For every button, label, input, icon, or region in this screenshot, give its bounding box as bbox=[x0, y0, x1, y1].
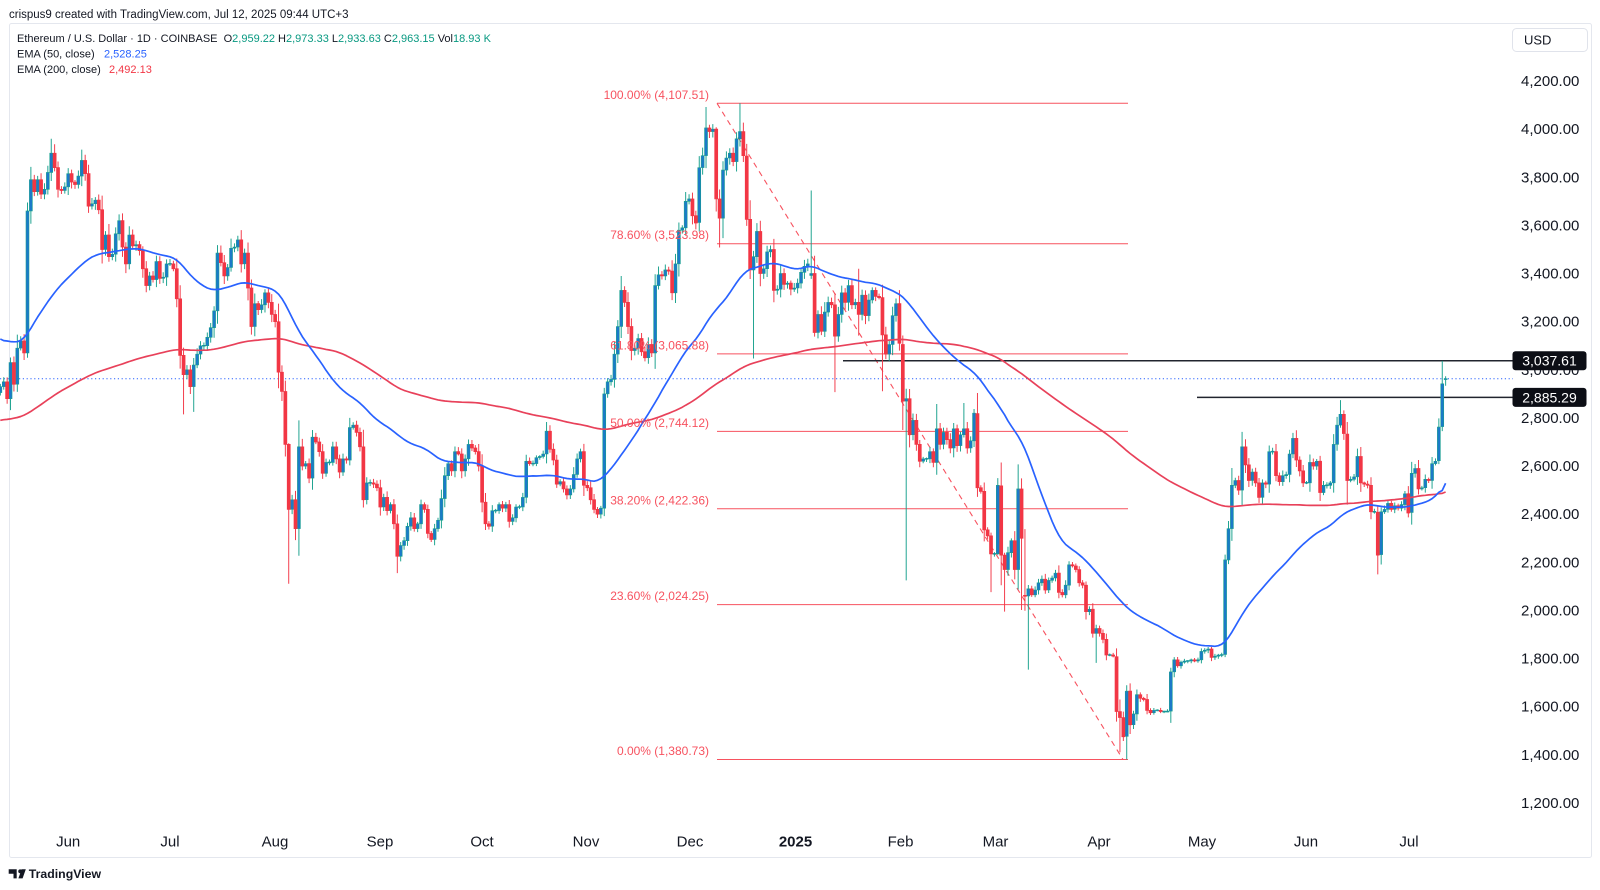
svg-text:3,600.00: 3,600.00 bbox=[1521, 217, 1579, 234]
svg-text:3,800.00: 3,800.00 bbox=[1521, 169, 1579, 186]
svg-text:USD: USD bbox=[1524, 33, 1551, 48]
svg-text:2,885.29: 2,885.29 bbox=[1522, 389, 1577, 405]
svg-text:1,600.00: 1,600.00 bbox=[1521, 699, 1579, 716]
svg-text:Nov: Nov bbox=[573, 834, 600, 851]
svg-text:1,800.00: 1,800.00 bbox=[1521, 651, 1579, 668]
svg-text:100.00% (4,107.51): 100.00% (4,107.51) bbox=[604, 88, 709, 102]
svg-text:2,200.00: 2,200.00 bbox=[1521, 554, 1579, 571]
svg-text:78.60% (3,523.98): 78.60% (3,523.98) bbox=[610, 228, 709, 242]
svg-text:Mar: Mar bbox=[983, 834, 1009, 851]
svg-text:Oct: Oct bbox=[470, 834, 494, 851]
svg-text:Jul: Jul bbox=[160, 834, 179, 851]
svg-text:May: May bbox=[1188, 834, 1217, 851]
svg-text:1,400.00: 1,400.00 bbox=[1521, 747, 1579, 764]
svg-text:crispus9 created with TradingV: crispus9 created with TradingView.com, J… bbox=[9, 9, 349, 21]
svg-text:61.80% (3,065.88): 61.80% (3,065.88) bbox=[610, 338, 709, 352]
svg-text:3,037.61: 3,037.61 bbox=[1522, 353, 1577, 369]
svg-text:Feb: Feb bbox=[888, 834, 914, 851]
svg-text:Sep: Sep bbox=[367, 834, 394, 851]
svg-text:Dec: Dec bbox=[677, 834, 704, 851]
svg-text:Aug: Aug bbox=[262, 834, 289, 851]
svg-text:2,800.00: 2,800.00 bbox=[1521, 410, 1579, 427]
svg-text:50.00% (2,744.12): 50.00% (2,744.12) bbox=[610, 416, 709, 430]
svg-text:Jul: Jul bbox=[1399, 834, 1418, 851]
svg-text:23.60% (2,024.25): 23.60% (2,024.25) bbox=[610, 589, 709, 603]
svg-text:Jun: Jun bbox=[56, 834, 80, 851]
svg-text:2,400.00: 2,400.00 bbox=[1521, 506, 1579, 523]
svg-text:3,400.00: 3,400.00 bbox=[1521, 266, 1579, 283]
svg-text:Jun: Jun bbox=[1294, 834, 1318, 851]
svg-text:Ethereum / U.S. Dollar · 1D ·: Ethereum / U.S. Dollar · 1D · COINBASE O… bbox=[17, 33, 492, 45]
svg-text:2,000.00: 2,000.00 bbox=[1521, 603, 1579, 620]
svg-text:EMA (200, close) 2,492.13: EMA (200, close) 2,492.13 bbox=[17, 64, 152, 76]
svg-text:0.00% (1,380.73): 0.00% (1,380.73) bbox=[617, 744, 709, 758]
svg-text:EMA (50, close) 2,528.25: EMA (50, close) 2,528.25 bbox=[17, 49, 147, 61]
svg-text:1,200.00: 1,200.00 bbox=[1521, 795, 1579, 812]
svg-text:Apr: Apr bbox=[1087, 834, 1110, 851]
svg-text:TradingView: TradingView bbox=[29, 867, 102, 881]
svg-text:3,200.00: 3,200.00 bbox=[1521, 314, 1579, 331]
svg-text:4,200.00: 4,200.00 bbox=[1521, 73, 1579, 90]
svg-text:4,000.00: 4,000.00 bbox=[1521, 121, 1579, 138]
svg-text:38.20% (2,422.36): 38.20% (2,422.36) bbox=[610, 493, 709, 507]
svg-text:2025: 2025 bbox=[779, 834, 812, 851]
svg-text:2,600.00: 2,600.00 bbox=[1521, 458, 1579, 475]
